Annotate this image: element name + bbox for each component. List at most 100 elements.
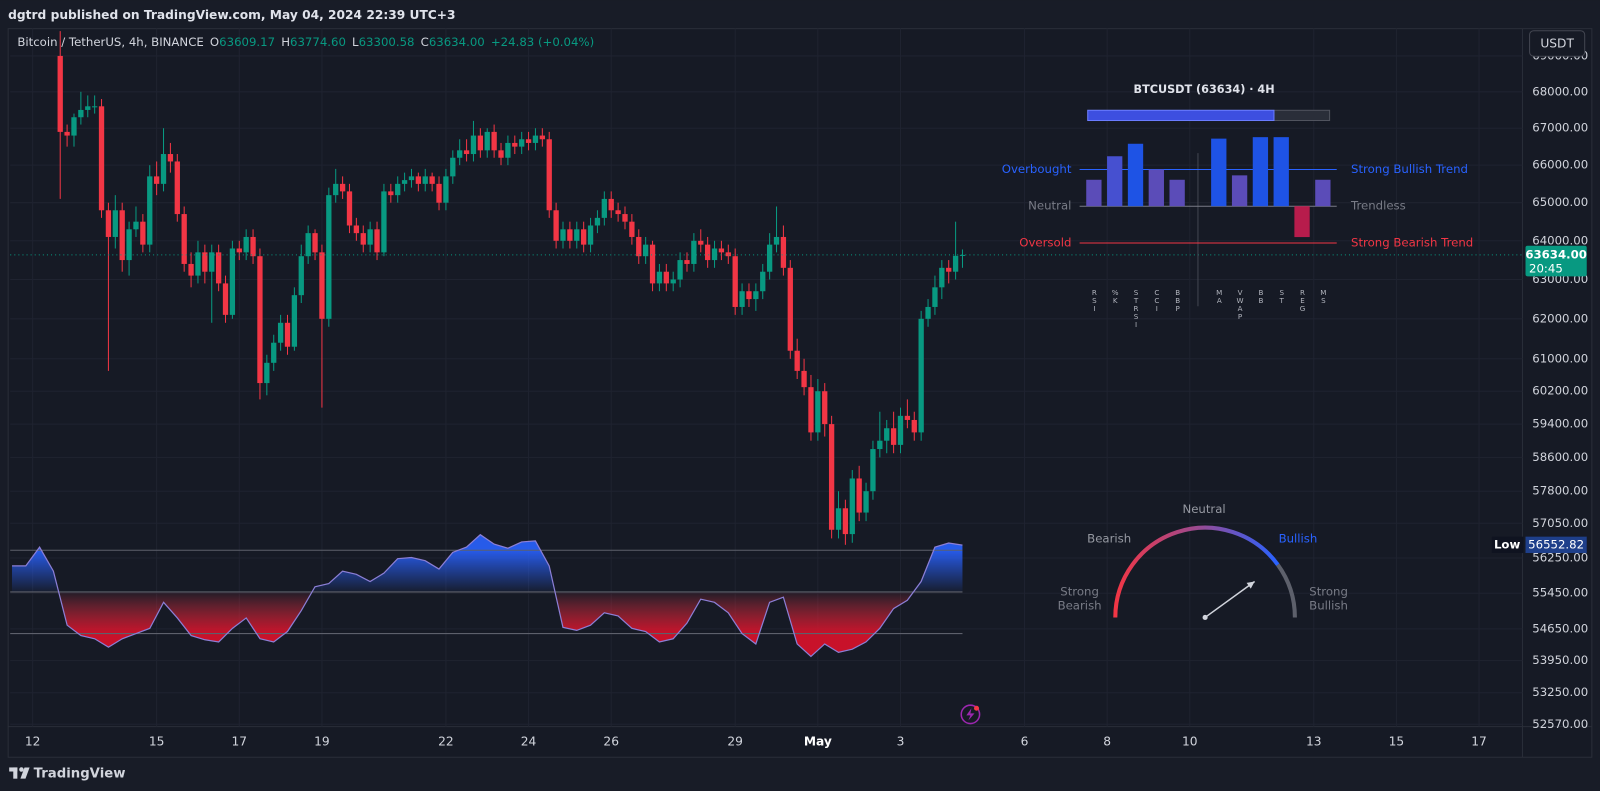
alert-icon[interactable]: [960, 704, 981, 725]
candle-body: [353, 225, 360, 234]
x-tick-label: 13: [1306, 734, 1322, 748]
indicator-label: MS: [1319, 288, 1328, 304]
widget-title: BTCUSDT (63634) · 4H: [1134, 83, 1275, 96]
indicator-label: BBP: [1173, 288, 1182, 312]
x-tick-label: 15: [149, 734, 165, 748]
x-tick-label: 3: [897, 734, 905, 748]
candle-body: [463, 150, 470, 155]
candle-body: [897, 415, 904, 445]
candle-body: [305, 233, 311, 257]
y-tick-label: 66000.00: [1532, 158, 1588, 172]
indicator-bar: [1148, 169, 1164, 207]
candle-body: [828, 424, 835, 530]
candle-body: [615, 210, 621, 215]
candle-body: [932, 287, 938, 307]
y-tick-label: 57800.00: [1532, 484, 1588, 498]
candle-body: [105, 210, 112, 237]
trend-label: Strong Bullish Trend: [1351, 162, 1468, 176]
oscillator: [10, 533, 963, 658]
candle-body: [202, 252, 208, 272]
indicator-bar: [1086, 179, 1102, 207]
last-price-badge: [1525, 245, 1587, 277]
candle-body: [890, 428, 897, 445]
x-tick-label: 22: [438, 734, 454, 748]
candle-body: [904, 415, 911, 420]
candle-body: [57, 55, 63, 132]
candle-body: [388, 191, 394, 196]
gauge-label: Strong: [1060, 584, 1099, 598]
y-tick-label: 59400.00: [1532, 417, 1588, 431]
alert-bolt: [966, 708, 975, 721]
widget: BTCUSDT (63634) · 4H Overbought Strong Bul…: [1002, 83, 1473, 620]
indicator-label: REG: [1298, 288, 1307, 312]
candle-body: [401, 180, 408, 184]
candle-body: [160, 154, 167, 184]
x-tick-label: 8: [1103, 734, 1111, 748]
candle-body: [147, 176, 153, 245]
indicator-label: CCI: [1152, 288, 1161, 312]
x-tick-label: 29: [727, 734, 743, 748]
candle-body: [835, 508, 842, 530]
candle-body: [346, 191, 353, 226]
candle-body: [649, 244, 656, 284]
candle-body: [629, 221, 635, 237]
x-tick-label: 17: [1471, 734, 1487, 748]
candle-body: [119, 210, 125, 261]
candle-body: [153, 176, 160, 184]
x-tick-label: 10: [1182, 734, 1198, 748]
trend-label: Strong Bearish Trend: [1351, 235, 1473, 249]
logo-part: [20, 767, 30, 779]
candle-body: [849, 478, 855, 535]
logo-part: [13, 767, 18, 779]
indicator-bar: [1211, 138, 1227, 207]
candle-body: [457, 150, 463, 158]
candle-body: [560, 229, 566, 241]
candle-body: [395, 183, 401, 196]
y-tick-label: 64000.00: [1532, 233, 1588, 247]
y-tick-label: 58600.00: [1532, 450, 1588, 464]
publish-header: dgtrd published on TradingView.com, May …: [8, 8, 455, 22]
candle-body: [519, 139, 525, 147]
axes: 69000.0068000.0067000.0066000.0065000.00…: [10, 48, 1588, 748]
candle-body: [760, 271, 766, 292]
y-tick-label: 57050.00: [1532, 516, 1588, 530]
candle-body: [257, 256, 263, 384]
oscillator-line: [12, 533, 963, 658]
candle-body: [167, 154, 174, 162]
candle-body: [884, 428, 890, 441]
candle-body: [408, 176, 415, 181]
candle-body: [243, 236, 249, 253]
candle-body: [360, 233, 366, 245]
currency-button[interactable]: [1529, 30, 1586, 57]
candle-body: [870, 449, 876, 492]
candle-body: [677, 260, 683, 280]
candle-body: [229, 248, 236, 315]
candle-body: [188, 263, 194, 276]
candle-body: [312, 233, 318, 253]
candle-body: [587, 225, 594, 245]
candle-body: [842, 508, 849, 535]
candle-body: [925, 306, 931, 319]
chart-panel: [7, 28, 1593, 758]
x-tick-label: 12: [25, 734, 41, 748]
currency-button-label[interactable]: USDT: [1540, 36, 1574, 50]
candle-body: [422, 176, 428, 184]
ohlc-key: L: [352, 34, 359, 48]
gauge-label: Bearish: [1058, 599, 1102, 613]
candle-body: [663, 271, 669, 284]
candle-body: [532, 135, 539, 143]
indicator-label: VWAP: [1236, 288, 1245, 320]
candle-body: [939, 267, 945, 288]
candle-body: [181, 214, 187, 264]
gauge-needle-head: [1246, 581, 1255, 589]
candle-body: [732, 256, 738, 307]
candle-body: [725, 252, 731, 257]
candle-body: [443, 176, 449, 203]
gauge-label: Strong: [1309, 584, 1348, 598]
candle-body: [636, 236, 642, 257]
candle-body: [429, 176, 435, 184]
candle-body: [553, 210, 559, 241]
candle-body: [608, 198, 614, 211]
candle-body: [773, 236, 780, 245]
